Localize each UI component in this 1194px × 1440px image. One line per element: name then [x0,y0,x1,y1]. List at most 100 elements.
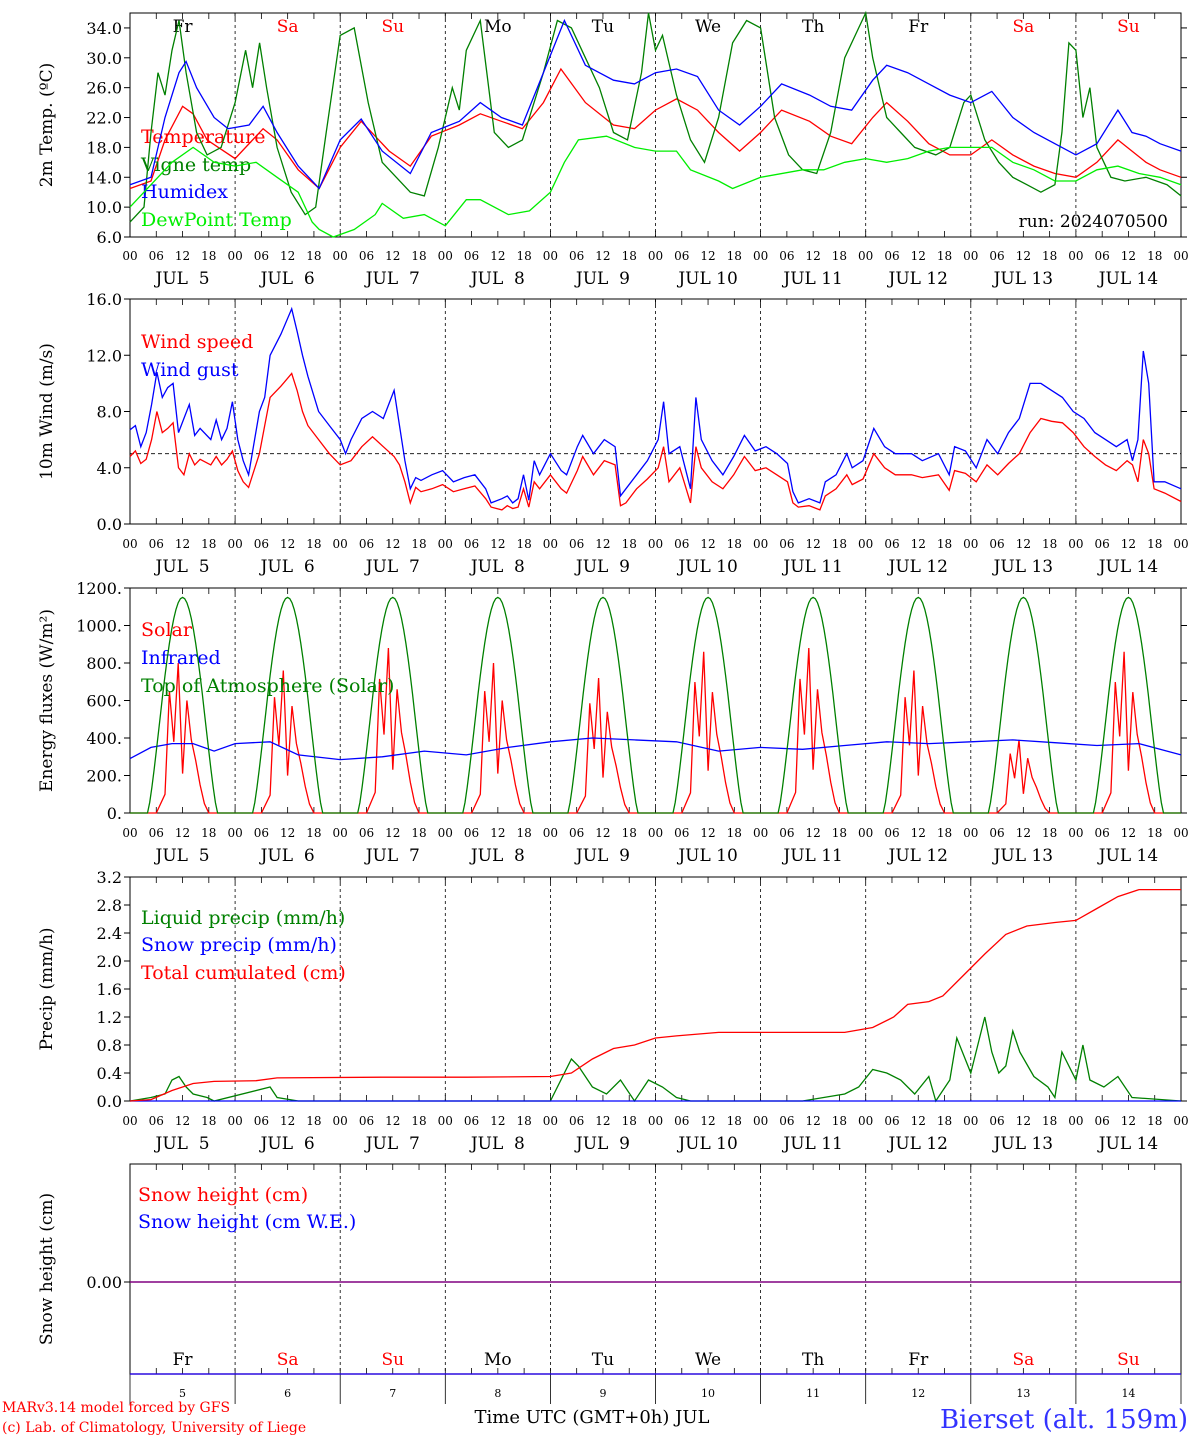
hour-tick-label: 18 [727,249,742,263]
hour-tick-label: 06 [1095,1114,1110,1128]
day-label: JUL 5 [154,1134,210,1154]
hour-tick-label: 00 [753,1114,768,1128]
day-number-label: 13 [1016,1387,1030,1400]
legend-entry: Vigne temp [140,154,251,176]
hour-tick-label: 06 [779,1114,794,1128]
weekday-label: Sa [1012,1350,1034,1370]
hour-tick-label: 06 [674,249,689,263]
hour-tick-label: 12 [911,826,926,840]
y-tick-label: 1000. [76,617,122,636]
hour-tick-label: 18 [622,1114,637,1128]
hour-tick-label: 06 [1095,826,1110,840]
series-line [129,135,1182,238]
hour-tick-label: 06 [884,1114,899,1128]
hour-tick-label: 06 [254,1114,269,1128]
day-number-label: 5 [179,1387,186,1400]
hour-tick-label: 18 [411,537,426,551]
hour-tick-label: 00 [963,1114,978,1128]
day-label: JUL 13 [992,1134,1053,1154]
day-label: JUL 9 [574,846,630,866]
y-tick-label: 200. [86,767,122,786]
hour-tick-label: 12 [806,826,821,840]
legend-entry: Total cumulated (cm) [141,962,346,984]
day-number-label: 12 [911,1387,925,1400]
hour-tick-label: 06 [149,826,164,840]
y-axis-label: Snow height (cm) [37,1193,57,1345]
hour-tick-label: 06 [359,826,374,840]
hour-tick-label: 12 [806,537,821,551]
weekday-label: Su [1117,17,1140,37]
y-tick-label: 26.0 [86,79,122,98]
panel-3: 0. 200. 400. 600. 800. 1000. 1200. Energy fluxe… [37,579,1189,866]
panel-2: 0.0 4.0 8.0 12.0 16.0 10m Wind (m/s) 00 06 12 18 0… [37,290,1189,577]
day-label: JUL 6 [259,1134,315,1154]
series-line [129,737,1182,761]
hour-tick-label: 06 [989,826,1004,840]
hour-tick-label: 18 [622,826,637,840]
hour-tick-label: 00 [1068,537,1083,551]
day-number-label: 7 [389,1387,396,1400]
legend-entry: Snow precip (mm/h) [141,934,337,956]
legend-entry: Top of Atmosphere (Solar) [141,675,394,697]
weekday-label: Th [802,17,824,37]
y-tick-label: 400. [86,729,122,748]
legend-entry: Humidex [141,181,228,203]
day-label: JUL 11 [781,846,842,866]
hour-tick-label: 18 [622,537,637,551]
hour-tick-label: 06 [989,249,1004,263]
series-line [129,888,1181,1102]
series-line [130,596,1181,814]
hour-tick-label: 12 [911,537,926,551]
hour-tick-label: 12 [700,537,715,551]
hour-tick-label: 06 [254,826,269,840]
weekday-label: Sa [277,17,299,37]
hour-tick-label: 12 [911,249,926,263]
hour-tick-label: 12 [490,249,505,263]
hour-tick-label: 12 [700,249,715,263]
series-line [129,18,1182,190]
hour-tick-label: 12 [280,1114,295,1128]
hour-tick-label: 00 [753,537,768,551]
hour-tick-label: 06 [464,249,479,263]
hour-tick-label: 06 [779,826,794,840]
legend-entry: Liquid precip (mm/h) [141,907,345,929]
hour-tick-label: 12 [1121,249,1136,263]
hour-tick-label: 12 [806,1114,821,1128]
hour-tick-label: 12 [385,537,400,551]
day-label: JUL 10 [676,557,737,577]
hour-tick-label: 12 [175,249,190,263]
hour-tick-label: 06 [674,826,689,840]
hour-tick-label: 12 [595,1114,610,1128]
hour-tick-label: 12 [490,826,505,840]
hour-tick-label: 06 [359,249,374,263]
hour-tick-label: 00 [963,826,978,840]
plot-frame [129,298,1182,525]
hour-tick-label: 18 [832,249,847,263]
day-label: JUL 7 [364,846,420,866]
y-tick-label: 10.0 [86,198,122,217]
hour-tick-label: 18 [201,537,216,551]
hour-tick-label: 06 [674,537,689,551]
hour-tick-label: 00 [227,1114,242,1128]
y-tick-label: 8.0 [97,403,122,422]
y-tick-label: 14.0 [86,168,122,187]
hour-tick-label: 06 [149,537,164,551]
hour-tick-label: 18 [411,1114,426,1128]
hour-tick-label: 06 [779,249,794,263]
hour-tick-label: 06 [464,1114,479,1128]
hour-tick-label: 00 [122,537,137,551]
hour-tick-label: 06 [569,826,584,840]
day-label: JUL 12 [887,557,948,577]
hour-tick-label: 00 [858,249,873,263]
day-label: JUL 7 [364,269,420,289]
weekday-label: Su [381,17,404,37]
footer-credit: (c) Lab. of Climatology, University of L… [2,1420,306,1436]
hour-tick-label: 00 [1173,1114,1188,1128]
weekday-label: Fr [173,17,194,37]
hour-tick-label: 18 [201,826,216,840]
hour-tick-label: 00 [333,249,348,263]
day-label: JUL 7 [364,557,420,577]
hour-tick-label: 00 [858,537,873,551]
hour-tick-label: 06 [674,1114,689,1128]
hour-tick-label: 18 [1042,1114,1057,1128]
